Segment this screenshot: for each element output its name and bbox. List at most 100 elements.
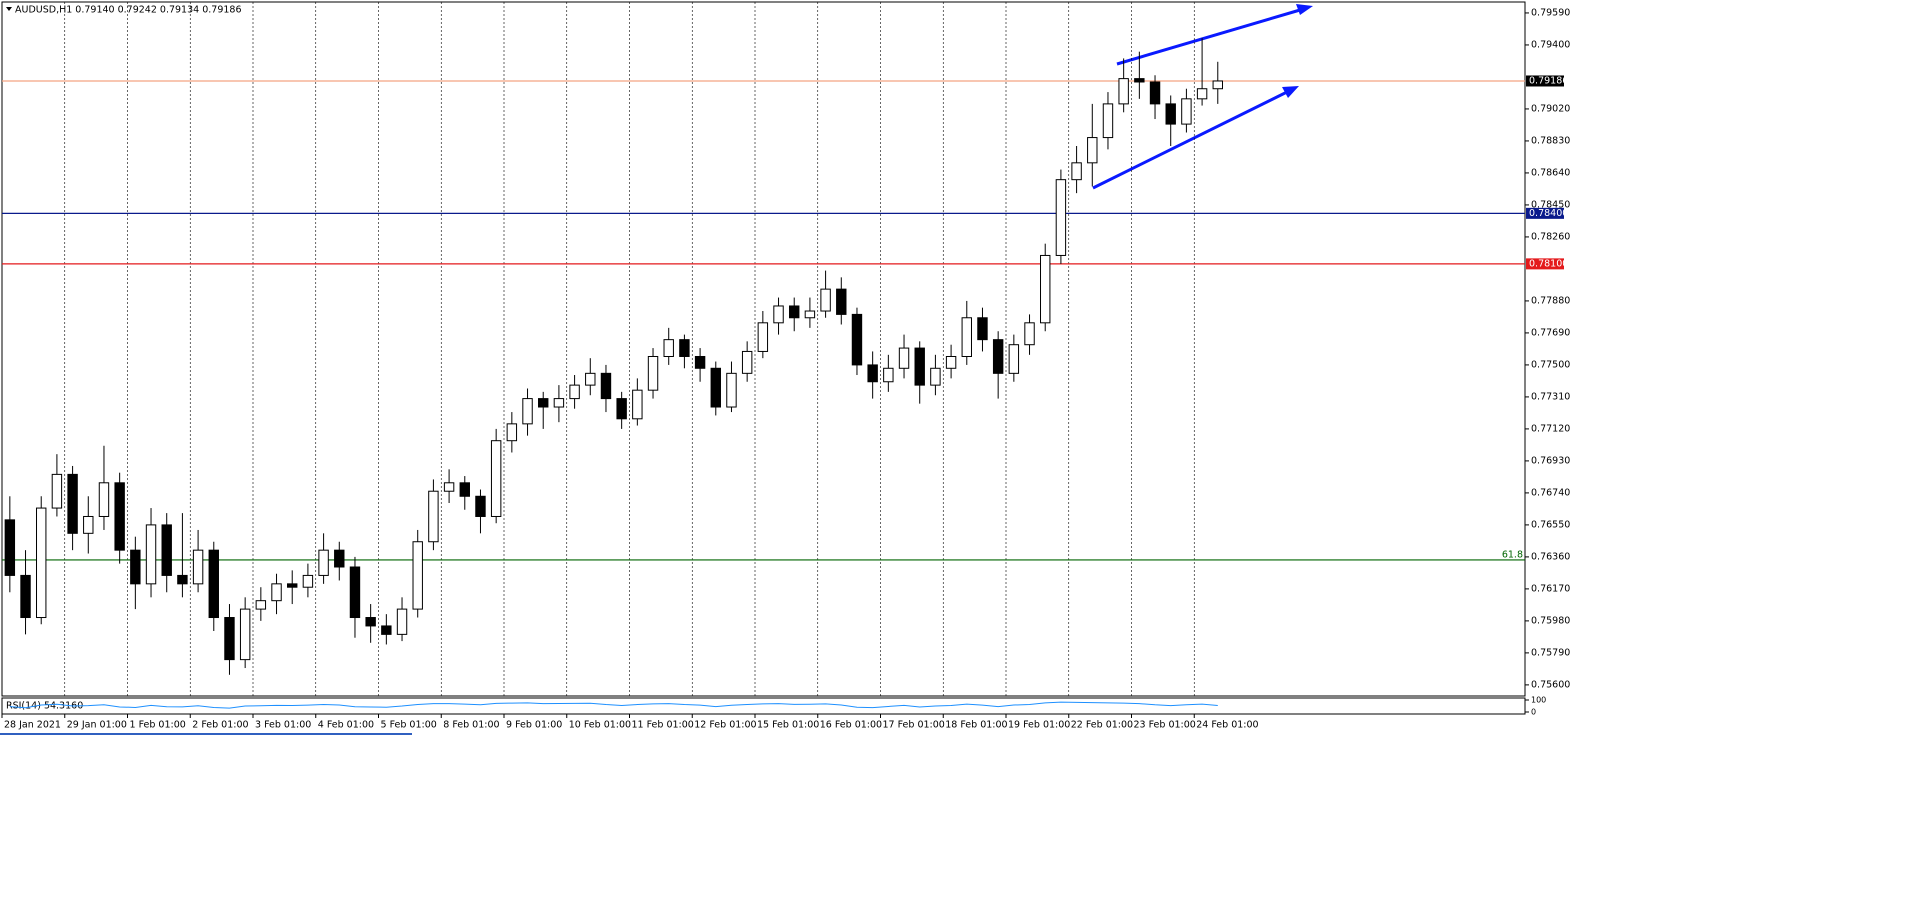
x-tick-label: 23 Feb 01:00 [1134, 720, 1196, 731]
candle-body [287, 583, 298, 588]
rsi-frame [1, 697, 1526, 715]
candle-body [1134, 78, 1145, 83]
candle-body [647, 355, 659, 391]
rsi-line [9, 701, 1218, 709]
rsi-tick-label: 100 [1531, 696, 1546, 705]
candle-body [318, 549, 329, 576]
arrow-head [1296, 4, 1313, 15]
candle-body [977, 317, 988, 341]
candle-body [98, 482, 110, 517]
candle-body [224, 617, 235, 661]
y-tick-label: 0.78640 [1531, 167, 1570, 178]
candle-body [1181, 98, 1192, 125]
trend-annotations [1092, 4, 1313, 190]
x-tick-label: 12 Feb 01:00 [694, 720, 756, 731]
candle-body [1024, 322, 1035, 346]
y-tick-label: 0.75790 [1531, 647, 1570, 658]
candle-body [83, 515, 94, 534]
candle-body [459, 482, 470, 497]
candle-body [538, 398, 549, 408]
candle-body [663, 339, 674, 357]
arrow-head [1282, 86, 1299, 98]
candle-body [1196, 88, 1208, 100]
level-label: 61.8 [1502, 549, 1523, 560]
level-price-box [1526, 75, 1564, 87]
candle-body [36, 507, 47, 619]
y-tick-label: 0.77690 [1531, 327, 1570, 338]
candle-body [679, 339, 690, 357]
candle-body [1149, 81, 1161, 105]
y-tick-label: 0.77880 [1531, 295, 1570, 306]
level-price-box [1526, 258, 1564, 270]
candle-body [945, 355, 957, 369]
lower-trend-line [1092, 90, 1288, 190]
chart-title: AUDUSD,H1 0.79140 0.79242 0.79134 0.7918… [15, 5, 242, 16]
x-tick-label: 22 Feb 01:00 [1071, 720, 1133, 731]
level-price-label: 0.78100 [1529, 258, 1568, 269]
y-tick-label: 0.79590 [1531, 7, 1570, 18]
candle-body [773, 305, 784, 324]
candle-body [1087, 137, 1098, 164]
candle-body [883, 367, 894, 383]
rsi-tick-label: 0 [1531, 708, 1536, 717]
y-tick-label: 0.79400 [1531, 39, 1570, 50]
candle-body [506, 423, 518, 442]
level-price-box [1526, 207, 1564, 219]
candle-body [302, 574, 314, 588]
candle-body [490, 440, 502, 517]
y-tick-label: 0.77120 [1531, 423, 1570, 434]
candle-body [1040, 254, 1051, 324]
candle-body [836, 288, 847, 315]
x-tick-label: 17 Feb 01:00 [883, 720, 945, 731]
level-price-label: 0.78400 [1529, 208, 1568, 219]
y-tick-label: 0.76930 [1531, 455, 1570, 466]
x-tick-label: 10 Feb 01:00 [569, 720, 631, 731]
x-tick-label: 24 Feb 01:00 [1196, 720, 1258, 731]
candle-body [208, 549, 219, 619]
menu-arrow [6, 7, 12, 11]
candle-body [381, 625, 392, 635]
rsi-title: RSI(14) 54.3160 [6, 701, 83, 712]
candle-body [1071, 162, 1082, 181]
candle-body [961, 317, 972, 357]
candle-body [820, 288, 831, 312]
candle-body [443, 482, 455, 492]
x-tick-label: 4 Feb 01:00 [318, 720, 374, 731]
candle-body [145, 524, 157, 585]
candle-body [851, 313, 863, 366]
candle-body [553, 398, 565, 408]
candle-body [239, 608, 251, 661]
y-tick-label: 0.77500 [1531, 359, 1570, 370]
candle-body [271, 583, 282, 602]
x-tick-label: 19 Feb 01:00 [1008, 720, 1070, 731]
candle-body [192, 549, 204, 585]
candle-body [114, 482, 125, 551]
y-tick-label: 0.75600 [1531, 679, 1570, 690]
candle-body [616, 398, 627, 420]
upper-trend-line [1116, 8, 1301, 66]
y-tick-label: 0.76550 [1531, 519, 1570, 530]
candle-body [600, 372, 612, 400]
candle-body [130, 549, 141, 585]
candle-body [1212, 80, 1223, 90]
candle-body [930, 367, 941, 386]
candle-body [992, 339, 1004, 374]
candle-body [741, 350, 753, 374]
level-price-label: 0.79186 [1529, 75, 1568, 86]
x-tick-label: 16 Feb 01:00 [820, 720, 882, 731]
y-tick-label: 0.76170 [1531, 583, 1570, 594]
candle-body [757, 322, 769, 352]
y-tick-label: 0.75980 [1531, 615, 1570, 626]
x-tick-label: 3 Feb 01:00 [255, 720, 311, 731]
y-tick-label: 0.78450 [1531, 199, 1570, 210]
candle-body [585, 372, 596, 386]
y-tick-label: 0.76740 [1531, 487, 1570, 498]
candle-body [867, 364, 878, 383]
candle-body [1165, 103, 1176, 125]
candle-body [726, 372, 737, 408]
x-tick-label: 9 Feb 01:00 [506, 720, 562, 731]
candle-body [1008, 344, 1020, 374]
candle-body [67, 473, 78, 534]
candle-body [569, 384, 580, 400]
candle-body [255, 600, 267, 610]
